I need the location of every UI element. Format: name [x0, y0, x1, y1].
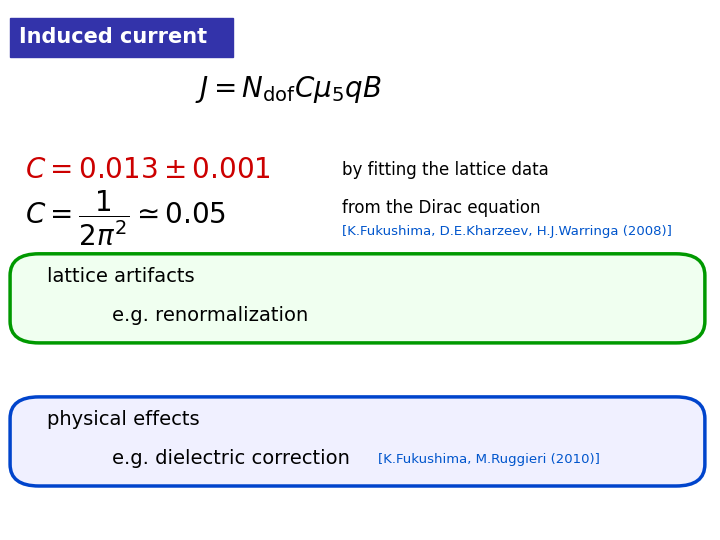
FancyBboxPatch shape — [10, 397, 705, 486]
Text: $C = 0.013 \pm 0.001$: $C = 0.013 \pm 0.001$ — [25, 156, 271, 184]
Text: $J = N_{\mathrm{dof}} C \mu_5 q B$: $J = N_{\mathrm{dof}} C \mu_5 q B$ — [194, 73, 382, 105]
Text: by fitting the lattice data: by fitting the lattice data — [342, 161, 549, 179]
Text: from the Dirac equation: from the Dirac equation — [342, 199, 541, 217]
Text: e.g. renormalization: e.g. renormalization — [112, 306, 308, 326]
FancyBboxPatch shape — [10, 18, 233, 57]
Text: e.g. dielectric correction: e.g. dielectric correction — [112, 449, 349, 469]
Text: physical effects: physical effects — [47, 410, 199, 429]
Text: $C = \dfrac{1}{2\pi^2} \simeq 0.05$: $C = \dfrac{1}{2\pi^2} \simeq 0.05$ — [25, 189, 226, 248]
Text: lattice artifacts: lattice artifacts — [47, 267, 194, 286]
Text: Induced current: Induced current — [19, 27, 207, 48]
FancyBboxPatch shape — [10, 254, 705, 343]
Text: [K.Fukushima, D.E.Kharzeev, H.J.Warringa (2008)]: [K.Fukushima, D.E.Kharzeev, H.J.Warringa… — [342, 225, 672, 238]
Text: [K.Fukushima, M.Ruggieri (2010)]: [K.Fukushima, M.Ruggieri (2010)] — [378, 453, 600, 465]
